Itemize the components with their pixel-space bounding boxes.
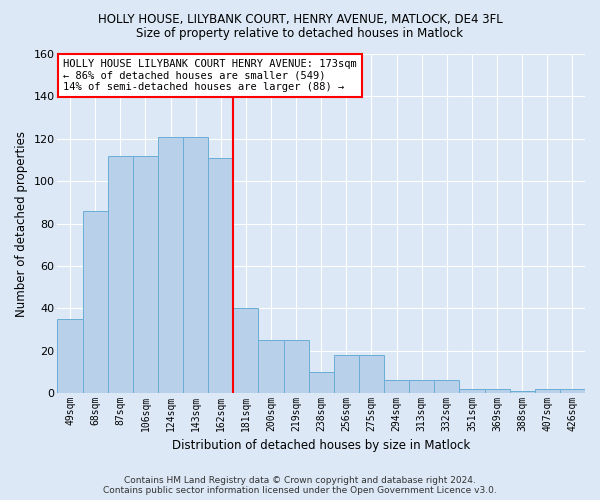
Bar [133,156,158,393]
Bar [384,380,409,393]
Bar [560,389,585,393]
Text: Size of property relative to detached houses in Matlock: Size of property relative to detached ho… [137,28,464,40]
Bar [158,136,183,393]
Bar [509,391,535,393]
Text: HOLLY HOUSE, LILYBANK COURT, HENRY AVENUE, MATLOCK, DE4 3FL: HOLLY HOUSE, LILYBANK COURT, HENRY AVENU… [98,12,502,26]
Bar [334,355,359,393]
Bar [284,340,308,393]
Bar [259,340,284,393]
Bar [58,319,83,393]
Bar [108,156,133,393]
Bar [83,211,108,393]
Bar [183,136,208,393]
Bar [485,389,509,393]
Y-axis label: Number of detached properties: Number of detached properties [15,130,28,316]
Bar [460,389,485,393]
Bar [434,380,460,393]
Bar [535,389,560,393]
Bar [208,158,233,393]
Text: HOLLY HOUSE LILYBANK COURT HENRY AVENUE: 173sqm
← 86% of detached houses are sma: HOLLY HOUSE LILYBANK COURT HENRY AVENUE:… [63,59,356,92]
Bar [409,380,434,393]
Bar [233,308,259,393]
Bar [359,355,384,393]
X-axis label: Distribution of detached houses by size in Matlock: Distribution of detached houses by size … [172,440,470,452]
Text: Contains HM Land Registry data © Crown copyright and database right 2024.
Contai: Contains HM Land Registry data © Crown c… [103,476,497,495]
Bar [308,372,334,393]
